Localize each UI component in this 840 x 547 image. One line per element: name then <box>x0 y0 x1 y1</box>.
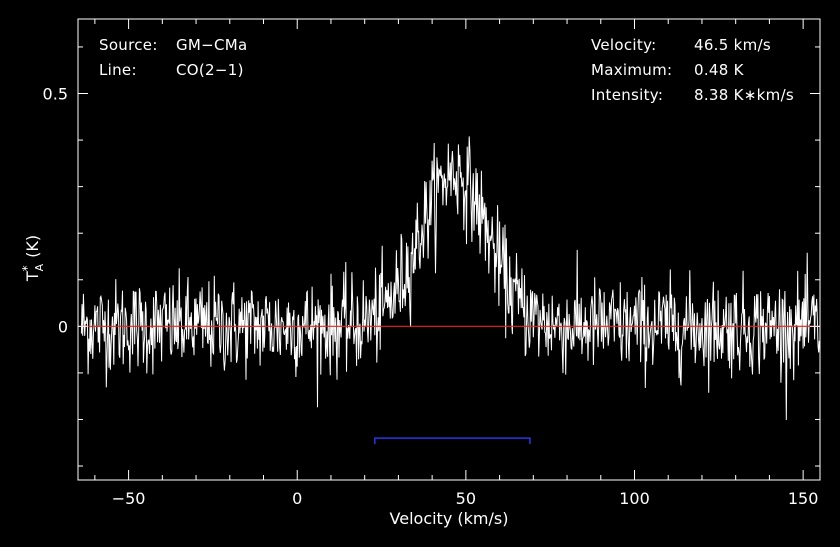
info-intensity-label: Intensity: <box>591 86 664 104</box>
y-tick-label: 0 <box>58 317 68 336</box>
info-maximum-label: Maximum: <box>591 61 673 79</box>
plot-frame <box>77 18 821 481</box>
info-intensity-value: 8.38 K∗km/s <box>694 86 795 104</box>
info-line-value: CO(2−1) <box>176 61 244 79</box>
info-source-label: Source: <box>99 36 158 54</box>
info-maximum-value: 0.48 K <box>694 61 744 79</box>
svg-text:T*A(K): T*A (K) <box>20 235 46 282</box>
y-tick-label: 0.5 <box>43 85 68 104</box>
info-velocity-label: Velocity: <box>591 36 657 54</box>
spectrum-series-line <box>80 136 820 421</box>
y-axis-title-unit: (K) <box>23 235 42 258</box>
integration-window-bracket <box>374 437 531 445</box>
integration-window-group <box>374 437 531 445</box>
x-tick-label: −50 <box>112 489 146 508</box>
x-tick-label: 50 <box>456 489 476 508</box>
x-tick-label: 0 <box>292 489 302 508</box>
x-tick-label: 150 <box>788 489 819 508</box>
axis-ticks <box>78 19 820 480</box>
y-axis-title-sup: * <box>20 265 34 271</box>
axis-tick-labels: −50 0 50 100 150 0 0.5 <box>43 85 819 508</box>
spectrum-line-group <box>80 136 820 421</box>
y-axis-title: T*A (K) <box>20 235 46 282</box>
info-line-label: Line: <box>99 61 137 79</box>
info-velocity-value: 46.5 km/s <box>694 36 772 54</box>
x-axis-title: Velocity (km/s) <box>390 509 509 528</box>
info-source-value: GM−CMa <box>176 36 248 54</box>
x-tick-label: 100 <box>619 489 650 508</box>
y-axis-title-sub: A <box>33 263 46 271</box>
y-axis-title-main: T <box>23 271 42 282</box>
